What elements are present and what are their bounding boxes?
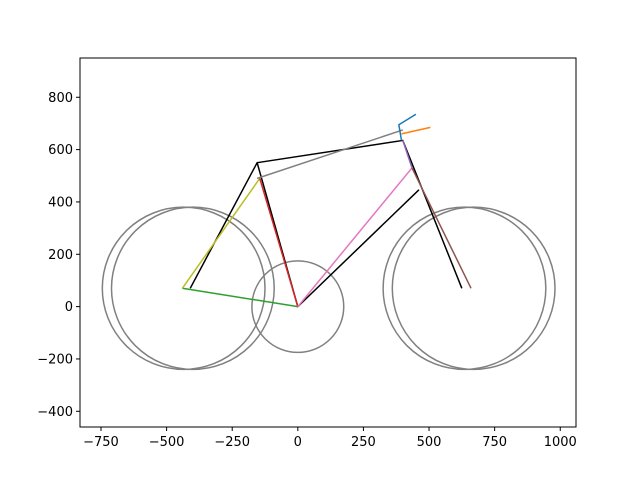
- series-line-5: [259, 178, 299, 307]
- circle-4: [251, 260, 345, 354]
- x-axis: −750 −500 −250 0 250 500 750 1000: [83, 427, 577, 450]
- y-tick-label: −200: [37, 352, 73, 367]
- series-line-4: [181, 177, 261, 289]
- y-tick-label: 400: [48, 195, 73, 210]
- circle-1: [110, 206, 275, 371]
- x-tick-label: −250: [214, 435, 250, 450]
- x-tick-label: 1000: [544, 435, 577, 450]
- x-tick-label: −500: [149, 435, 185, 450]
- series-line-9: [398, 113, 417, 141]
- y-tick-label: 600: [48, 143, 73, 158]
- x-tick-label: 750: [482, 435, 507, 450]
- series-line-2: [256, 129, 404, 180]
- series-line-7: [402, 140, 413, 169]
- y-tick-label: −400: [37, 405, 73, 420]
- x-tick-label: 500: [417, 435, 442, 450]
- x-tick-label: −750: [83, 435, 119, 450]
- series-line-6: [297, 167, 413, 308]
- circle-3: [391, 206, 556, 371]
- x-tick-label: 250: [351, 435, 376, 450]
- y-tick-label: 200: [48, 248, 73, 263]
- y-tick-label: 0: [65, 300, 73, 315]
- series-line-8: [411, 167, 472, 289]
- axes-frame: [79, 57, 577, 428]
- y-axis: −400 −200 0 200 400 600 800: [37, 91, 80, 420]
- series-line-3: [182, 287, 298, 308]
- plot-area: [101, 113, 556, 371]
- series-line-10: [401, 126, 431, 135]
- y-tick-label: 800: [48, 91, 73, 106]
- x-tick-label: 0: [294, 435, 302, 450]
